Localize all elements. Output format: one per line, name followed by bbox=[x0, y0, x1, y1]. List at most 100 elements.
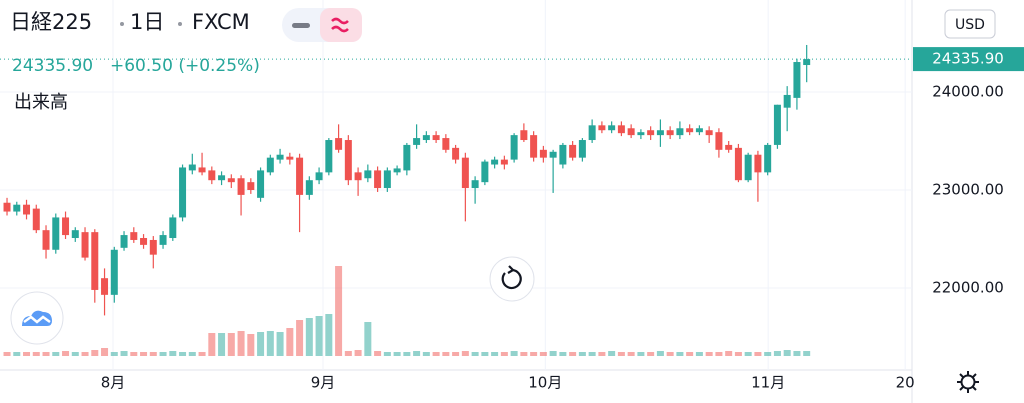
volume-bar bbox=[101, 348, 109, 356]
candle-body bbox=[276, 154, 284, 160]
reset-icon bbox=[501, 268, 522, 290]
volume-bar bbox=[257, 332, 265, 356]
candle-body bbox=[754, 154, 762, 173]
candle-body bbox=[413, 138, 421, 145]
candle-body bbox=[237, 178, 245, 195]
volume-bar bbox=[510, 351, 518, 356]
volume-bar bbox=[13, 352, 21, 356]
last-price-tag bbox=[913, 47, 1024, 72]
candle-body bbox=[471, 180, 479, 189]
y-tick-label: 23000.00 bbox=[932, 180, 1004, 198]
candle-body bbox=[686, 128, 694, 133]
volume-bar bbox=[237, 331, 245, 356]
candle-body bbox=[364, 170, 372, 179]
candle-body bbox=[198, 167, 206, 173]
candle-body bbox=[627, 128, 635, 136]
candle-body bbox=[227, 178, 235, 183]
candle-body bbox=[52, 217, 60, 250]
volume-bar bbox=[335, 266, 343, 356]
volume-bar bbox=[715, 352, 723, 356]
price-change: +60.50 (+0.25%) bbox=[110, 56, 260, 76]
y-tick-label: 22000.00 bbox=[932, 278, 1004, 296]
volume-bar bbox=[637, 352, 645, 356]
volume-bar bbox=[374, 351, 382, 356]
volume-bar bbox=[140, 352, 148, 356]
candle-body bbox=[266, 157, 274, 173]
x-tick-label: 20 bbox=[896, 374, 915, 392]
candle-body bbox=[179, 167, 187, 218]
toggle-button[interactable] bbox=[320, 8, 362, 42]
collapse-icon bbox=[292, 23, 310, 28]
candle-body bbox=[315, 172, 323, 181]
volume-bar bbox=[227, 333, 235, 356]
volume-bar bbox=[91, 350, 99, 356]
volume-bar bbox=[676, 352, 684, 356]
volume-bar bbox=[247, 334, 255, 356]
candle-body bbox=[91, 232, 99, 290]
volume-bar bbox=[481, 352, 489, 356]
volume-bar bbox=[179, 352, 187, 356]
candle-body bbox=[140, 238, 148, 245]
candle-body bbox=[549, 151, 557, 158]
reset-icon bbox=[507, 265, 515, 274]
candle-body bbox=[598, 125, 606, 131]
volume-bar bbox=[452, 352, 460, 356]
candle-body bbox=[335, 138, 343, 150]
volume-bar bbox=[686, 352, 694, 356]
candle-body bbox=[530, 135, 538, 158]
volume-bar bbox=[617, 352, 625, 356]
volume-bar bbox=[569, 352, 577, 356]
candle-body bbox=[169, 217, 177, 239]
volume-bar bbox=[393, 352, 401, 356]
separator bbox=[178, 22, 182, 26]
interval: 1日 bbox=[130, 10, 164, 34]
candle-body bbox=[695, 128, 703, 133]
settings-icon[interactable] bbox=[960, 374, 976, 390]
candle-body bbox=[705, 130, 713, 136]
settings-icon bbox=[957, 371, 979, 393]
candle-body bbox=[559, 144, 567, 165]
reset-button[interactable] bbox=[489, 256, 535, 302]
candle-body bbox=[676, 128, 684, 136]
volume-bar bbox=[52, 352, 60, 356]
volume-bar bbox=[598, 352, 606, 356]
candle-body bbox=[286, 156, 294, 160]
candle-body bbox=[452, 147, 460, 160]
candle-body bbox=[803, 59, 811, 66]
candle-body bbox=[666, 130, 674, 136]
candle-body bbox=[354, 172, 362, 181]
candle-body bbox=[13, 204, 21, 212]
volume-bar bbox=[530, 352, 538, 356]
volume-bar bbox=[218, 333, 226, 356]
candle-body bbox=[647, 130, 655, 136]
candle-body bbox=[344, 140, 352, 181]
candle-body bbox=[62, 217, 70, 236]
candle-body bbox=[793, 62, 801, 98]
volume-bar bbox=[432, 352, 440, 356]
volume-bar bbox=[695, 352, 703, 356]
volume-bar bbox=[725, 351, 733, 356]
candle-body bbox=[130, 232, 138, 240]
candle-body bbox=[783, 94, 791, 108]
volume-bar bbox=[803, 351, 811, 356]
volume-bar bbox=[159, 352, 167, 356]
candle-body bbox=[422, 135, 430, 141]
volume-bar bbox=[71, 352, 79, 356]
candle-body bbox=[110, 249, 118, 295]
currency-button[interactable] bbox=[944, 9, 996, 39]
candle-body bbox=[393, 168, 401, 173]
symbol: 日経225 bbox=[10, 10, 92, 34]
candle-body bbox=[296, 157, 304, 195]
volume-bar bbox=[744, 352, 752, 356]
volume-bar bbox=[110, 352, 118, 356]
volume-bar bbox=[403, 352, 411, 356]
candle-body bbox=[617, 125, 625, 134]
volume-bar bbox=[188, 352, 196, 356]
candle-body bbox=[510, 135, 518, 160]
volume-bar bbox=[500, 352, 508, 356]
candle-body bbox=[257, 170, 265, 198]
candle-body bbox=[81, 232, 89, 258]
volume-bar bbox=[666, 352, 674, 356]
volume-bar bbox=[198, 352, 206, 356]
